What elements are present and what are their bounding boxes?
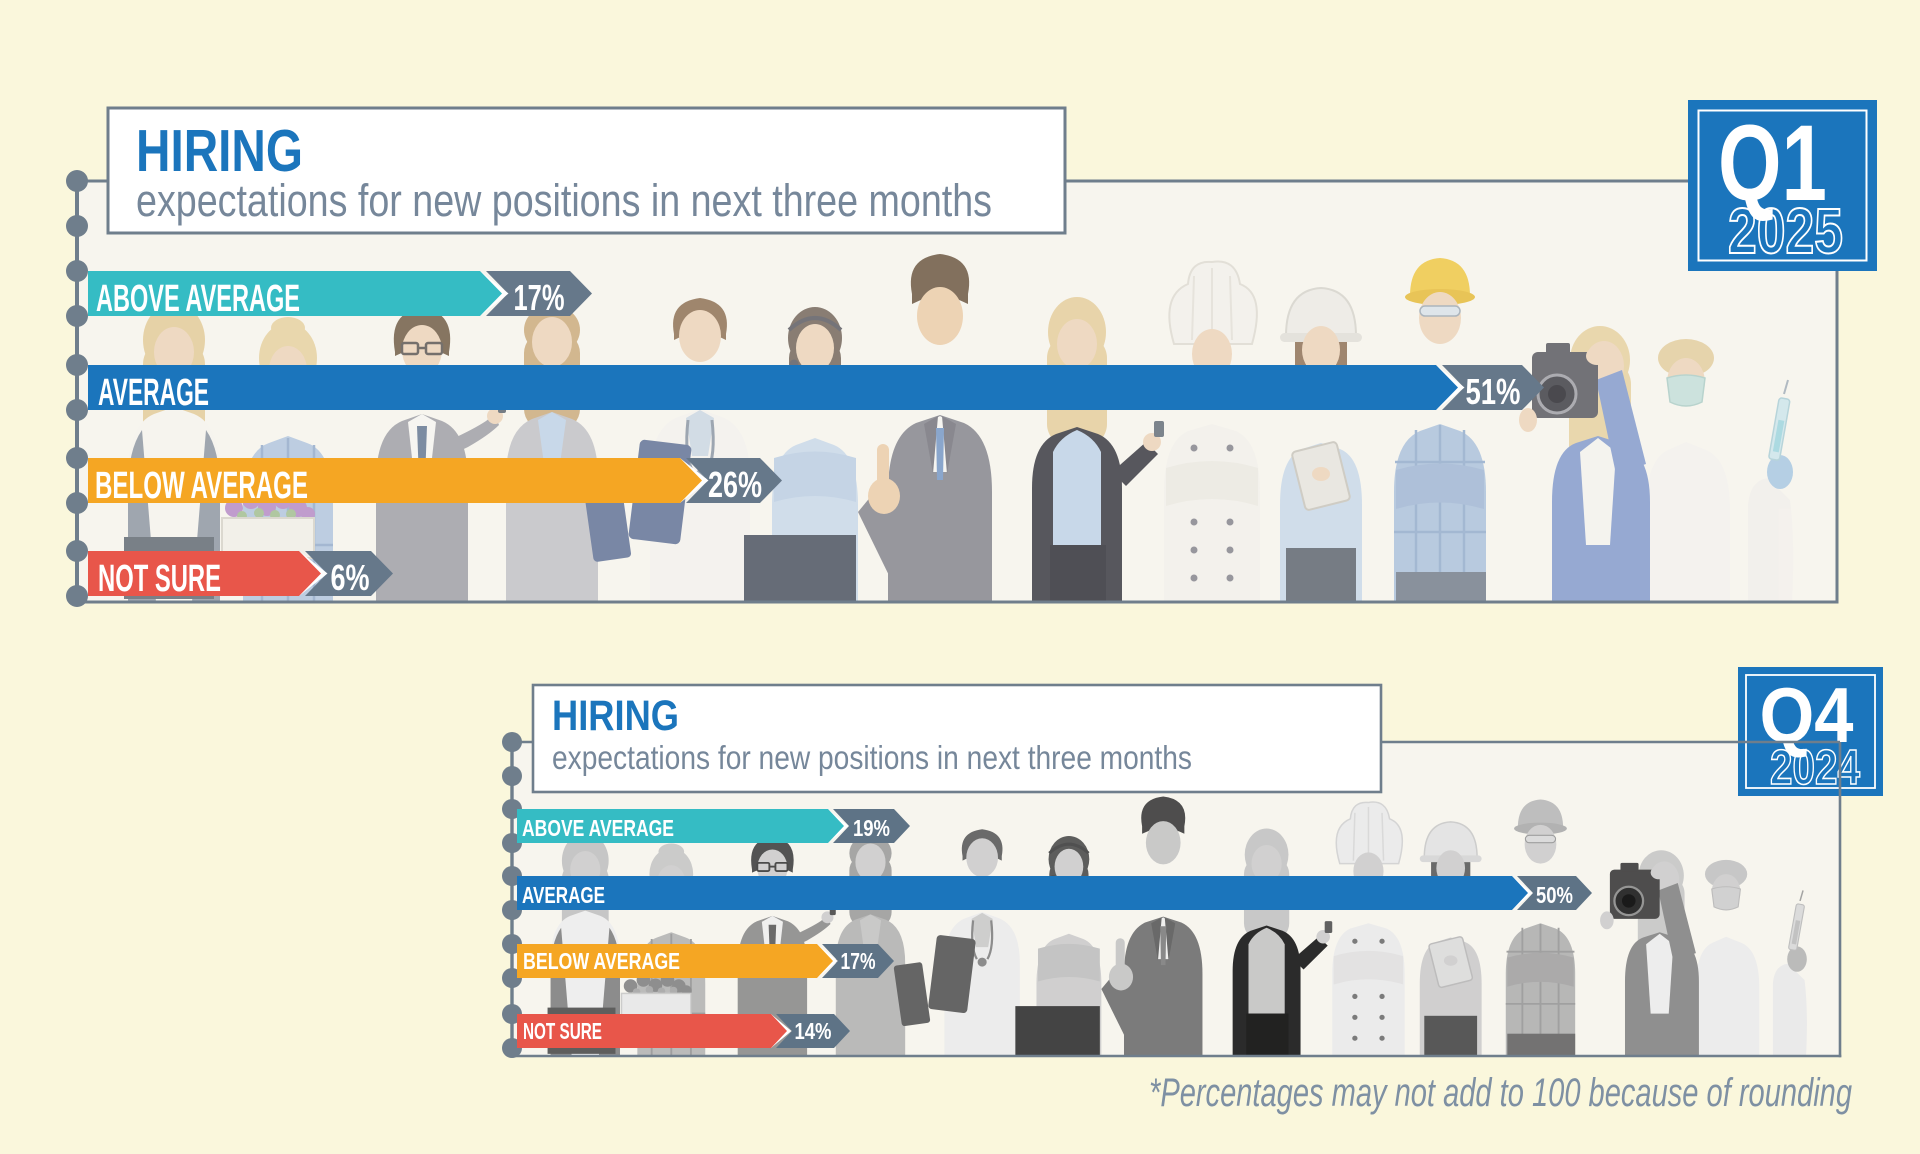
svg-text:14%: 14% — [795, 1018, 832, 1044]
svg-text:2024: 2024 — [1770, 741, 1860, 795]
svg-text:expectations for new positions: expectations for new positions in next t… — [552, 739, 1192, 776]
svg-text:50%: 50% — [1536, 882, 1573, 908]
svg-text:AVERAGE: AVERAGE — [522, 882, 605, 908]
svg-text:AVERAGE: AVERAGE — [98, 372, 209, 414]
svg-text:17%: 17% — [514, 277, 565, 318]
svg-text:Q1: Q1 — [1718, 102, 1827, 223]
svg-text:17%: 17% — [841, 948, 876, 974]
svg-text:51%: 51% — [1466, 371, 1521, 412]
svg-text:2025: 2025 — [1728, 195, 1843, 267]
svg-text:*Percentages may not add to 10: *Percentages may not add to 100 because … — [1149, 1071, 1852, 1115]
svg-text:Q4: Q4 — [1760, 671, 1854, 759]
svg-text:BELOW AVERAGE: BELOW AVERAGE — [95, 465, 308, 507]
svg-text:NOT SURE: NOT SURE — [523, 1018, 602, 1044]
svg-text:6%: 6% — [331, 557, 370, 598]
svg-text:BELOW AVERAGE: BELOW AVERAGE — [523, 948, 680, 974]
svg-text:HIRING: HIRING — [136, 118, 303, 184]
svg-text:HIRING: HIRING — [552, 692, 679, 740]
svg-text:19%: 19% — [853, 815, 890, 841]
svg-text:ABOVE AVERAGE: ABOVE AVERAGE — [96, 278, 300, 320]
svg-text:expectations for new positions: expectations for new positions in next t… — [136, 175, 992, 226]
svg-text:26%: 26% — [708, 464, 762, 505]
svg-text:NOT SURE: NOT SURE — [98, 558, 221, 600]
svg-text:ABOVE AVERAGE: ABOVE AVERAGE — [522, 815, 674, 841]
